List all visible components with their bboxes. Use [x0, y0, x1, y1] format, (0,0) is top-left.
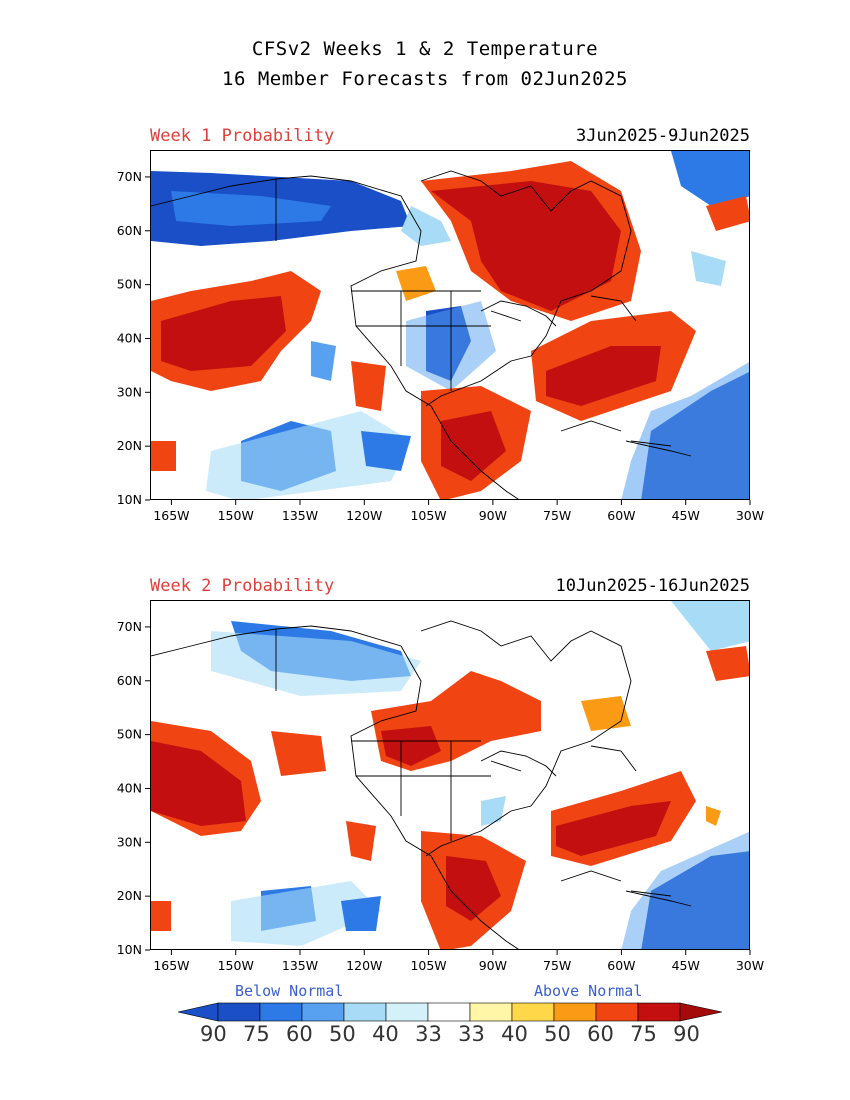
week2-lat-label: 60N	[117, 673, 142, 688]
week2-dates: 10Jun2025-16Jun2025	[555, 576, 750, 596]
week2-lon-label: 60W	[607, 958, 635, 973]
legend-value: 33	[458, 1022, 485, 1046]
legend-value: 50	[329, 1022, 356, 1046]
week1-lat-label: 60N	[117, 223, 142, 238]
legend-value: 60	[587, 1022, 614, 1046]
legend-value: 90	[673, 1022, 700, 1046]
legend-above-label: Above Normal	[534, 982, 643, 1000]
week1-lon-label: 30W	[736, 508, 764, 523]
week2-lat-label: 30N	[117, 834, 142, 849]
title-line-2: 16 Member Forecasts from 02Jun2025	[222, 68, 628, 90]
colorbar-swatch	[259, 1002, 303, 1022]
week1-lat-label: 20N	[117, 438, 142, 453]
legend-value: 90	[200, 1022, 227, 1046]
colorbar-swatch	[511, 1002, 555, 1022]
legend-value: 50	[544, 1022, 571, 1046]
week1-dates: 3Jun2025-9Jun2025	[576, 126, 750, 146]
legend-value: 60	[286, 1022, 313, 1046]
colorbar-swatch	[637, 1002, 681, 1022]
legend-values: 90 75 60 50 40 33 33 40 50 60 75 90	[200, 1022, 700, 1046]
week1-lon-label: 165W	[153, 508, 189, 523]
week2-lat-label: 40N	[117, 780, 142, 795]
colorbar-swatch	[553, 1002, 597, 1022]
week1-map	[150, 150, 750, 500]
title-line-1: CFSv2 Weeks 1 & 2 Temperature	[251, 38, 599, 60]
colorbar-swatch	[595, 1002, 639, 1022]
colorbar-swatch	[217, 1002, 261, 1022]
legend-value: 75	[630, 1022, 657, 1046]
week2-lon-label: 135W	[282, 958, 318, 973]
week1-lon-label: 90W	[479, 508, 507, 523]
colorbar-swatch	[301, 1002, 345, 1022]
colorbar-left-arrow	[177, 1002, 219, 1022]
week1-lon-label: 75W	[543, 508, 571, 523]
week1-lat-label: 30N	[117, 384, 142, 399]
week1-lat-label: 50N	[117, 277, 142, 292]
week2-lon-label: 105W	[410, 958, 446, 973]
week2-lat-label: 10N	[117, 942, 142, 957]
week2-lon-label: 75W	[543, 958, 571, 973]
colorbar-right-arrow	[679, 1002, 723, 1022]
week1-lat-label: 40N	[117, 330, 142, 345]
week1-lon-label: 135W	[282, 508, 318, 523]
week2-lon-label: 30W	[736, 958, 764, 973]
week2-lon-label: 165W	[153, 958, 189, 973]
colorbar-swatch	[385, 1002, 429, 1022]
colorbar-swatch	[343, 1002, 387, 1022]
week1-lon-label: 150W	[218, 508, 254, 523]
legend-below-label: Below Normal	[235, 982, 344, 1000]
week2-lat-label: 70N	[117, 619, 142, 634]
week2-lon-label: 120W	[346, 958, 382, 973]
legend-value: 40	[372, 1022, 399, 1046]
week2-lat-label: 50N	[117, 727, 142, 742]
legend-value: 33	[415, 1022, 442, 1046]
week2-lon-label: 90W	[479, 958, 507, 973]
colorbar-swatch	[469, 1002, 513, 1022]
legend-value: 75	[243, 1022, 270, 1046]
week2-map	[150, 600, 750, 950]
week2-lat-label: 20N	[117, 888, 142, 903]
week1-lat-label: 10N	[117, 492, 142, 507]
week2-lon-label: 45W	[672, 958, 700, 973]
week1-lon-label: 60W	[607, 508, 635, 523]
week1-label: Week 1 Probability	[150, 126, 335, 146]
week1-lon-label: 105W	[410, 508, 446, 523]
week1-lon-label: 120W	[346, 508, 382, 523]
colorbar-swatch	[427, 1002, 471, 1022]
week2-label: Week 2 Probability	[150, 576, 335, 596]
week2-lon-label: 150W	[218, 958, 254, 973]
week1-lon-label: 45W	[672, 508, 700, 523]
week1-lat-label: 70N	[117, 169, 142, 184]
legend-value: 40	[501, 1022, 528, 1046]
